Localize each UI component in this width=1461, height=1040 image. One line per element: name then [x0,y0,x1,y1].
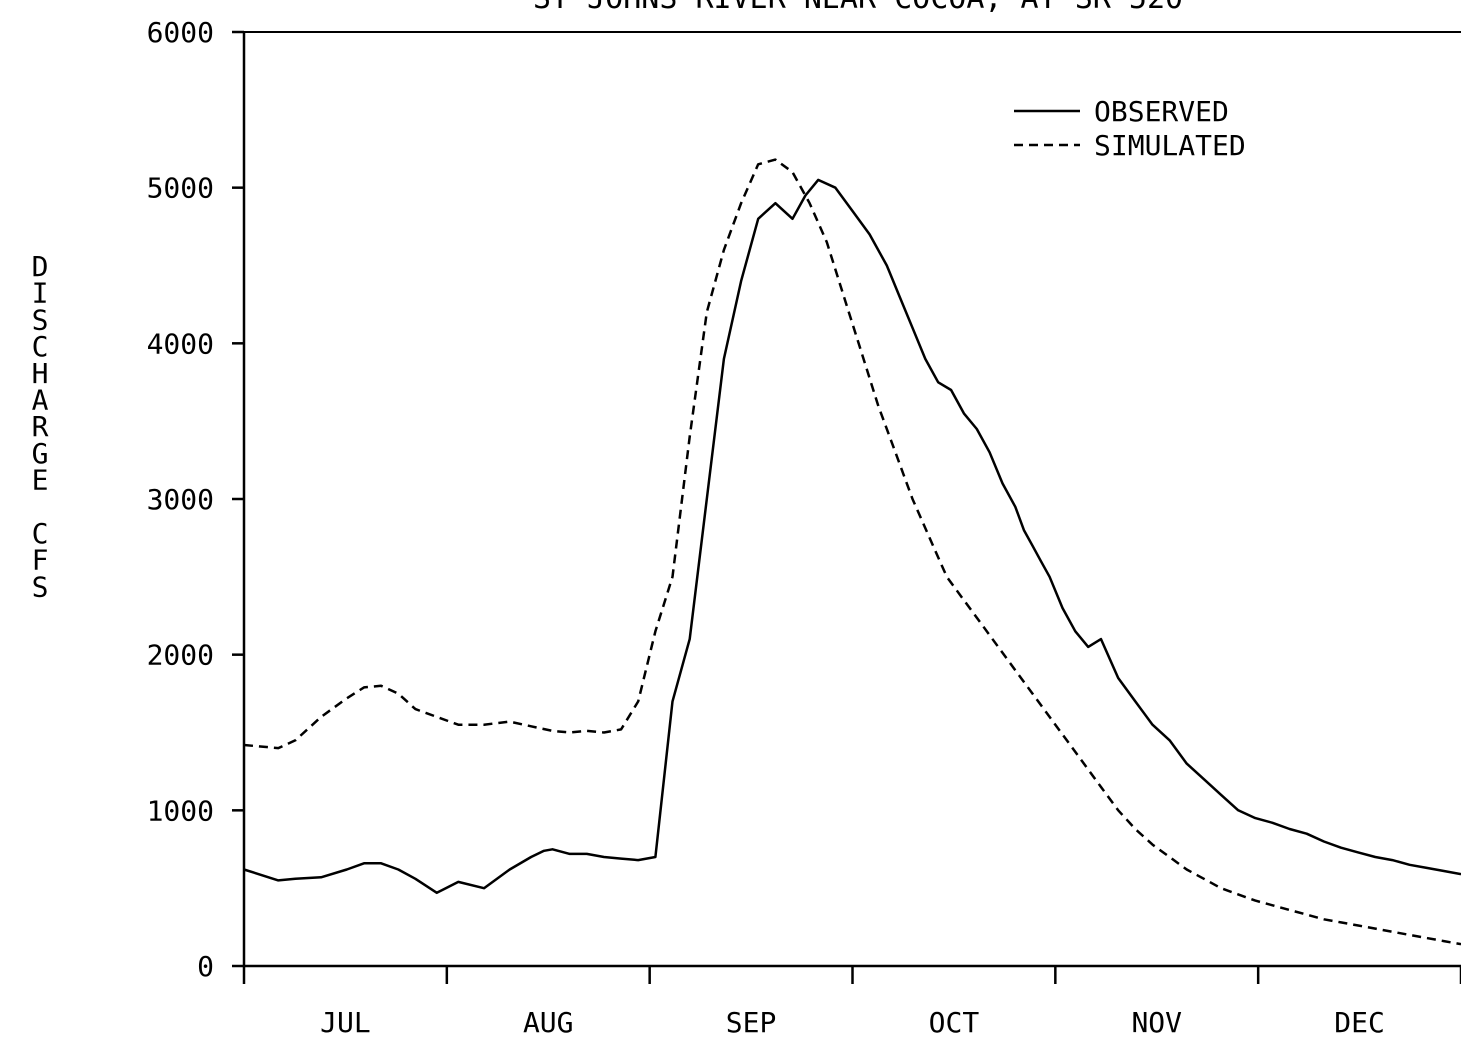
y-axis-label-char: H [32,357,49,390]
series [243,158,1461,946]
y-tick-label: 1000 [147,794,214,827]
chart-title: ST JOHNS RIVER NEAR COCOA, AT SR 520 [533,0,1183,16]
y-axis-label-char: E [32,464,49,497]
y-tick-label: 3000 [147,483,214,516]
y-axis-label-char: D [32,250,49,283]
y-axis-label-char: S [32,303,49,336]
y-axis-label-char: C [32,517,49,550]
y-axis-label-char: C [32,330,49,363]
y-ticks: 6000 5000 4000 3000 2000 1000 0 [147,16,244,983]
x-month-label: SEP [726,1006,777,1039]
x-month-label: NOV [1131,1006,1182,1039]
legend-label-observed: OBSERVED [1094,95,1229,128]
y-axis-label-char: G [32,437,49,470]
y-axis-label-char: R [32,410,49,443]
x-ticks: JUL AUG SEP OCT NOV DEC [242,966,1461,1039]
series-line-simulated [243,158,1461,946]
y-axis-label-char: S [32,570,49,603]
x-month-label: JUL [320,1006,371,1039]
y-axis-label-char: F [32,544,49,577]
series-line-observed [243,178,1461,895]
x-month-label: OCT [929,1006,980,1039]
chart-title-group: ST JOHNS RIVER NEAR COCOA, AT SR 520 [533,0,1183,16]
y-tick-label: 4000 [147,327,214,360]
y-axis-label-char: I [32,277,49,310]
y-tick-label: 2000 [147,639,214,672]
legend-label-simulated: SIMULATED [1094,129,1246,162]
y-tick-label: 0 [197,950,214,983]
y-axis-label-char: A [32,384,49,417]
y-tick-label: 5000 [147,172,214,205]
y-tick-label: 6000 [147,16,214,49]
x-month-label: AUG [523,1006,574,1039]
x-month-label: DEC [1334,1006,1385,1039]
